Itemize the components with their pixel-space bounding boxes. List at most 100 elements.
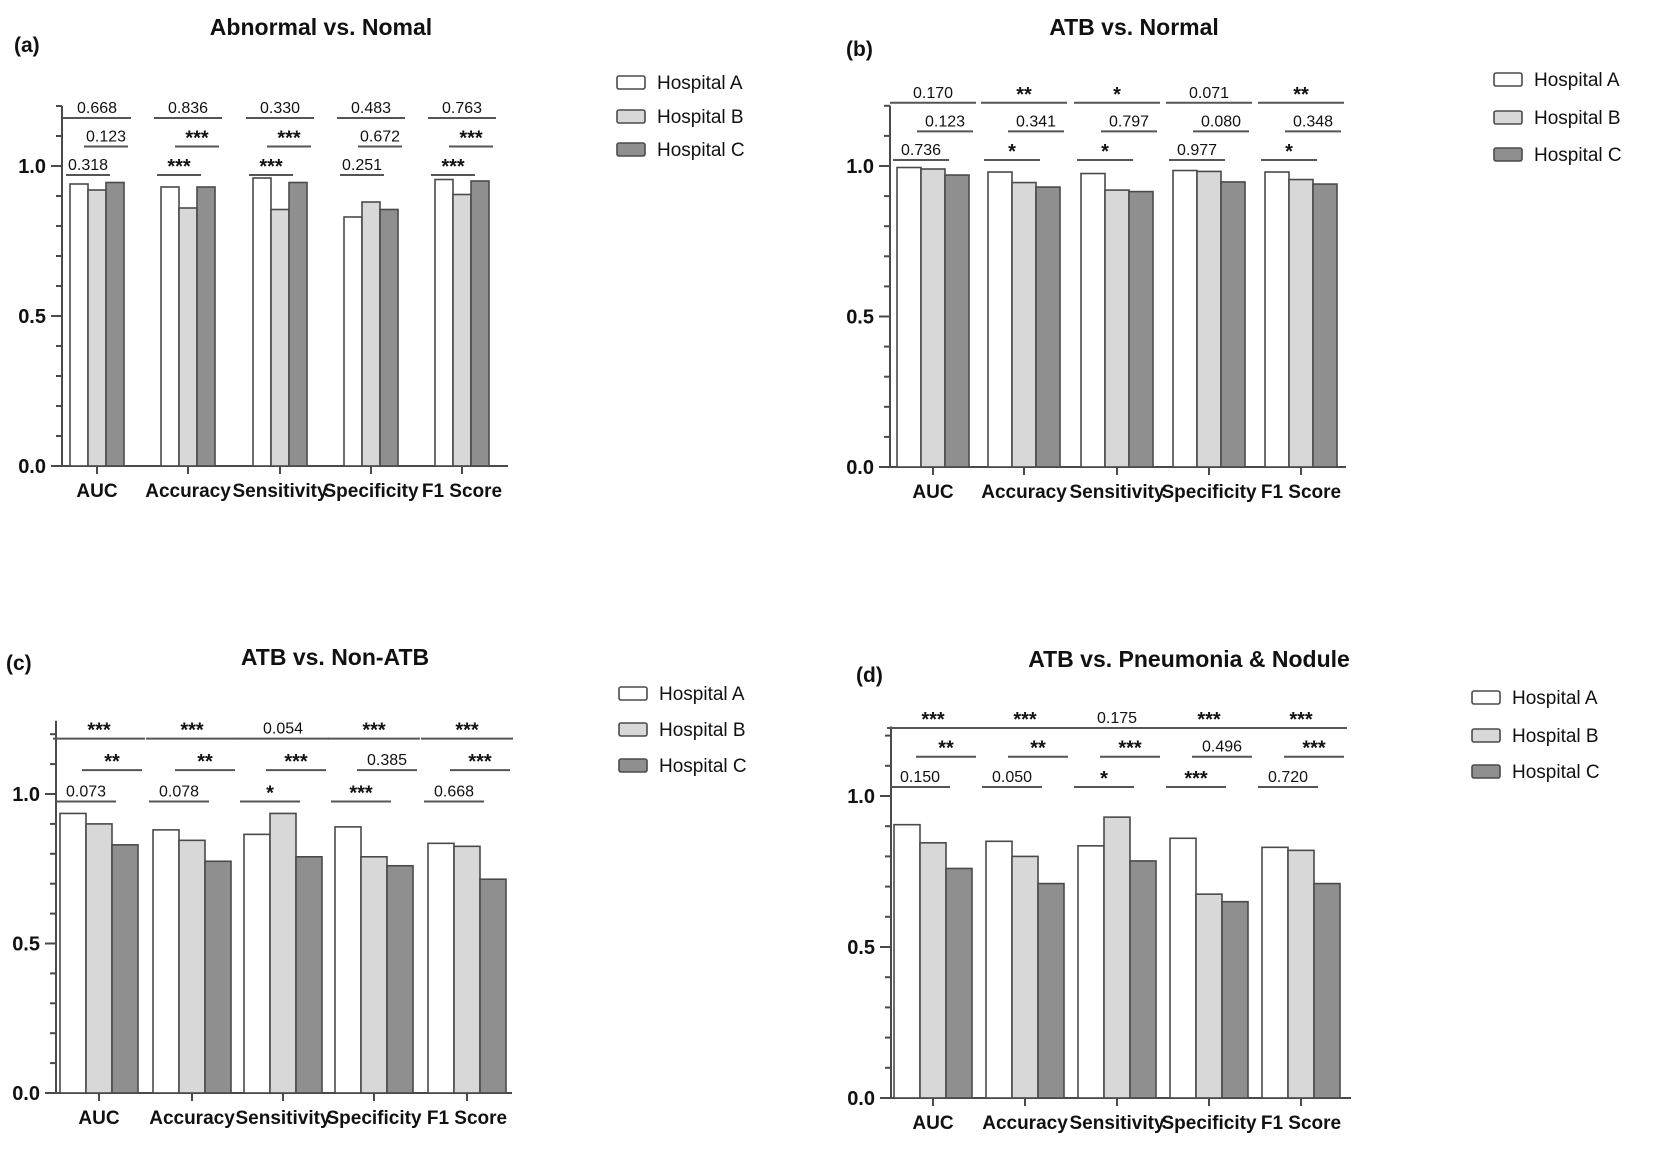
- sig-label-b_vs_c-f1-score: ***: [1302, 738, 1326, 760]
- bar-hospital-b-sensitivity: [1104, 189, 1130, 468]
- bar-hospital-c-auc: [111, 844, 139, 1094]
- legend-swatch-hospital-c: [1471, 764, 1501, 779]
- bar-hospital-c-specificity: [379, 208, 399, 467]
- bar-hospital-a-specificity: [1169, 837, 1197, 1099]
- sig-label-a_vs_c-auc: 0.170: [913, 85, 953, 102]
- sig-label-b_vs_c-specificity: 0.385: [367, 752, 407, 769]
- sig-label-a_vs_c-auc: ***: [87, 720, 111, 742]
- legend-label-hospital-b: Hospital B: [659, 720, 746, 741]
- bar-hospital-b-f1-score: [1287, 849, 1315, 1099]
- sig-label-a_vs_b-specificity: 0.251: [342, 157, 382, 174]
- sig-label-b_vs_c-sensitivity: ***: [277, 128, 301, 150]
- bar-hospital-b-accuracy: [178, 207, 198, 467]
- sig-label-b_vs_c-specificity: 0.496: [1202, 739, 1242, 756]
- sig-label-a_vs_c-accuracy: 0.836: [168, 100, 208, 117]
- bar-hospital-c-accuracy: [1035, 186, 1061, 468]
- sig-label-a_vs_c-accuracy: ***: [180, 720, 204, 742]
- sig-label-a_vs_b-auc: 0.073: [66, 783, 106, 800]
- sig-label-a_vs_c-accuracy: ***: [1013, 709, 1037, 731]
- legend-swatch-hospital-c: [616, 142, 646, 157]
- bar-hospital-a-specificity: [343, 216, 363, 467]
- bar-hospital-c-f1-score: [470, 180, 490, 467]
- sig-label-a_vs_c-f1-score: 0.763: [442, 100, 482, 117]
- x-tick-label-accuracy: Accuracy: [145, 481, 231, 502]
- x-tick-label-f1-score: F1 Score: [422, 481, 502, 502]
- x-tick-label-accuracy: Accuracy: [149, 1108, 235, 1129]
- sig-label-b_vs_c-f1-score: ***: [468, 751, 492, 773]
- sig-label-a_vs_b-f1-score: 0.720: [1268, 769, 1308, 786]
- sig-label-b_vs_c-auc: **: [104, 751, 120, 773]
- bar-hospital-a-accuracy: [987, 171, 1013, 468]
- sig-label-a_vs_b-auc: 0.736: [901, 142, 941, 159]
- panel-title-c: ATB vs. Non-ATB: [240, 644, 430, 670]
- sig-label-a_vs_b-accuracy: *: [1008, 141, 1016, 163]
- x-tick-label-specificity: Specificity: [326, 1108, 421, 1129]
- bar-hospital-c-f1-score: [479, 878, 507, 1094]
- sig-label-a_vs_b-specificity: ***: [349, 782, 373, 804]
- bar-hospital-a-sensitivity: [1080, 172, 1106, 468]
- y-tick-label: 0.5: [12, 934, 40, 956]
- bar-hospital-a-auc: [59, 812, 87, 1094]
- x-tick-label-f1-score: F1 Score: [1261, 482, 1341, 503]
- y-tick-label: 1.0: [12, 784, 40, 806]
- sig-label-a_vs_b-accuracy: ***: [167, 156, 191, 178]
- bar-hospital-b-sensitivity: [269, 812, 297, 1094]
- sig-label-a_vs_b-auc: 0.318: [68, 157, 108, 174]
- x-tick-label-specificity: Specificity: [1161, 482, 1256, 503]
- legend-label-hospital-a: Hospital A: [1512, 688, 1598, 709]
- sig-label-a_vs_c-f1-score: **: [1293, 84, 1309, 106]
- sig-label-a_vs_b-specificity: ***: [1184, 768, 1208, 790]
- bar-hospital-a-accuracy: [985, 840, 1013, 1099]
- y-tick-label: 0.5: [846, 307, 874, 329]
- sig-label-b_vs_c-sensitivity: ***: [1118, 738, 1142, 760]
- bar-hospital-b-sensitivity: [1103, 816, 1131, 1099]
- sig-label-a_vs_c-auc: ***: [921, 709, 945, 731]
- bar-hospital-a-auc: [896, 166, 922, 468]
- y-tick-label: 0.0: [18, 456, 46, 478]
- legend-label-hospital-b: Hospital B: [1534, 108, 1621, 129]
- legend-swatch-hospital-a: [1493, 72, 1523, 87]
- bar-hospital-b-accuracy: [178, 839, 206, 1094]
- sig-label-a_vs_b-f1-score: ***: [441, 156, 465, 178]
- bar-hospital-a-sensitivity: [1077, 845, 1105, 1099]
- bar-hospital-b-specificity: [361, 201, 381, 467]
- bar-hospital-b-accuracy: [1011, 181, 1037, 468]
- sig-label-b_vs_c-auc: **: [938, 738, 954, 760]
- bar-hospital-c-auc: [944, 174, 970, 468]
- bar-hospital-b-specificity: [1195, 893, 1223, 1099]
- legend-label-hospital-c: Hospital C: [1512, 762, 1600, 783]
- bar-hospital-b-sensitivity: [270, 208, 290, 467]
- bar-hospital-a-specificity: [334, 826, 362, 1094]
- bar-hospital-c-sensitivity: [1128, 190, 1154, 468]
- legend-swatch-hospital-a: [616, 75, 646, 90]
- x-tick-label-auc: AUC: [912, 482, 953, 503]
- sig-label-a_vs_b-sensitivity: *: [266, 782, 274, 804]
- x-tick-label-sensitivity: Sensitivity: [1069, 482, 1164, 503]
- bar-hospital-b-f1-score: [453, 845, 481, 1094]
- legend-swatch-hospital-c: [1493, 147, 1523, 162]
- legend-label-hospital-b: Hospital B: [1512, 726, 1599, 747]
- bar-hospital-c-sensitivity: [1129, 860, 1157, 1099]
- bar-hospital-b-auc: [87, 189, 107, 467]
- sig-label-a_vs_c-specificity: 0.483: [351, 100, 391, 117]
- legend-label-hospital-c: Hospital C: [1534, 145, 1622, 166]
- sig-label-b_vs_c-auc: 0.123: [86, 129, 126, 146]
- bar-hospital-b-f1-score: [1288, 178, 1314, 468]
- sig-label-a_vs_b-sensitivity: *: [1101, 141, 1109, 163]
- sig-label-a_vs_c-sensitivity: 0.330: [260, 100, 300, 117]
- bar-hospital-a-sensitivity: [243, 833, 271, 1094]
- x-tick-label-auc: AUC: [76, 481, 117, 502]
- sig-label-a_vs_b-auc: 0.150: [900, 769, 940, 786]
- x-tick-label-auc: AUC: [912, 1113, 953, 1134]
- panel-label-a: (a): [14, 34, 40, 57]
- bar-hospital-b-specificity: [360, 855, 388, 1094]
- sig-label-a_vs_b-sensitivity: ***: [259, 156, 283, 178]
- chart-b-svg: 0.0 0.5 1.0 AUC Accuracy SensitivitySpecifici…: [846, 70, 1622, 503]
- bar-hospital-a-f1-score: [434, 178, 454, 467]
- legend-swatch-hospital-b: [618, 722, 648, 737]
- sig-label-a_vs_c-auc: 0.668: [77, 100, 117, 117]
- bar-hospital-b-auc: [920, 168, 946, 468]
- x-tick-label-specificity: Specificity: [323, 481, 418, 502]
- bar-hospital-c-f1-score: [1312, 183, 1338, 468]
